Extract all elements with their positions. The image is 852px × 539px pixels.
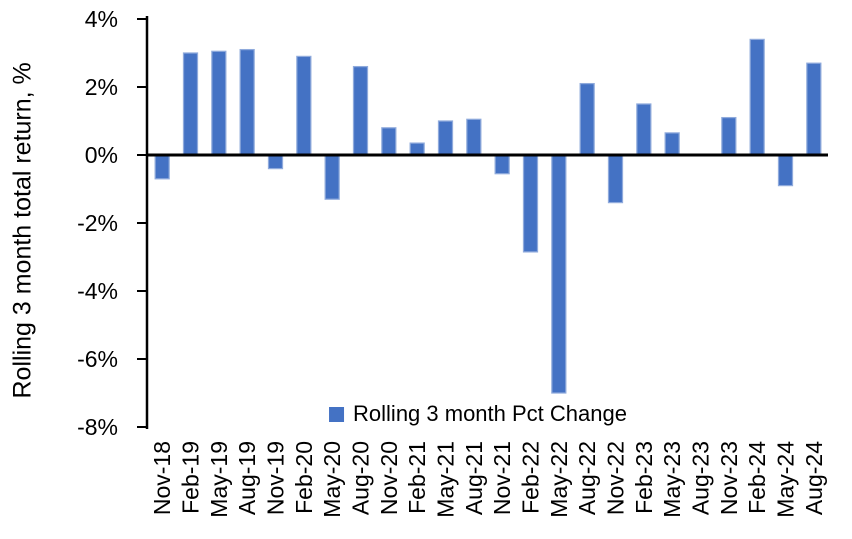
y-axis-title: Rolling 3 month total return, % (8, 62, 37, 399)
bar-Nov-20 (381, 127, 397, 156)
bar-Feb-20 (296, 55, 312, 156)
bar-Feb-24 (749, 38, 765, 156)
legend: Rolling 3 month Pct Change (329, 401, 627, 426)
x-tick-label: Nov-23 (716, 441, 742, 515)
bar-Feb-21 (409, 142, 425, 156)
y-tick-label: -8% (77, 414, 118, 440)
bar-Aug-21 (466, 118, 482, 156)
bar-Feb-23 (636, 103, 652, 156)
x-tick-label: Feb-22 (518, 441, 544, 514)
bar-Nov-23 (721, 116, 737, 156)
x-tick-label: Aug-23 (688, 441, 714, 515)
bar-May-22 (551, 154, 567, 394)
bar-Nov-18 (154, 154, 170, 180)
y-tick-label: -6% (77, 346, 118, 372)
x-axis-labels: Nov-18 Feb-19 May-19 Aug-19 Nov-19 Feb-20 May-… (149, 441, 827, 518)
x-tick-label: Feb-21 (404, 441, 430, 514)
bar-Aug-24 (806, 62, 822, 156)
bar-May-24 (777, 154, 794, 187)
legend-label: Rolling 3 month Pct Change (353, 401, 627, 426)
x-tick-label: May-24 (773, 441, 799, 518)
bar-Aug-19 (239, 48, 255, 156)
y-tick-label: -4% (77, 278, 118, 304)
y-axis-ticks: 4% 2% 0% -2% -4% -6% -8% (77, 6, 147, 440)
x-tick-label: May-22 (546, 441, 572, 518)
bar-Aug-22 (579, 82, 595, 156)
x-tick-label: Nov-18 (149, 441, 175, 515)
bar-Nov-22 (607, 154, 624, 204)
y-tick-label: -2% (77, 210, 118, 236)
bars (154, 38, 822, 394)
x-tick-label: Nov-21 (489, 441, 515, 515)
x-tick-label: May-23 (659, 441, 685, 518)
x-tick-label: Nov-22 (603, 441, 629, 515)
x-tick-label: May-21 (433, 441, 459, 518)
x-tick-label: Feb-24 (744, 441, 770, 514)
x-tick-label: Aug-22 (574, 441, 600, 515)
bar-Nov-19 (267, 154, 284, 170)
x-tick-label: Feb-23 (631, 441, 657, 514)
bar-Feb-22 (522, 154, 539, 253)
y-tick-label: 0% (85, 142, 118, 168)
x-tick-label: Aug-19 (234, 441, 260, 515)
bar-May-21 (437, 120, 454, 156)
bar-May-20 (324, 154, 340, 200)
x-tick-label: Aug-24 (801, 441, 827, 515)
bar-Aug-20 (352, 65, 369, 156)
x-tick-label: May-19 (206, 441, 232, 518)
bar-Nov-21 (494, 154, 510, 175)
x-tick-label: Aug-21 (461, 441, 487, 515)
y-tick-label: 4% (85, 6, 118, 32)
x-tick-label: Feb-20 (291, 441, 317, 514)
x-tick-label: May-20 (319, 441, 345, 518)
bar-Feb-19 (182, 52, 199, 156)
x-tick-label: Aug-20 (348, 441, 374, 515)
x-tick-label: Nov-20 (376, 441, 402, 515)
x-tick-label: Feb-19 (178, 441, 204, 514)
bar-May-23 (664, 132, 680, 156)
bar-May-19 (211, 50, 227, 156)
x-tick-label: Nov-19 (263, 441, 289, 515)
legend-swatch-icon (329, 406, 345, 422)
y-tick-label: 2% (85, 74, 118, 100)
